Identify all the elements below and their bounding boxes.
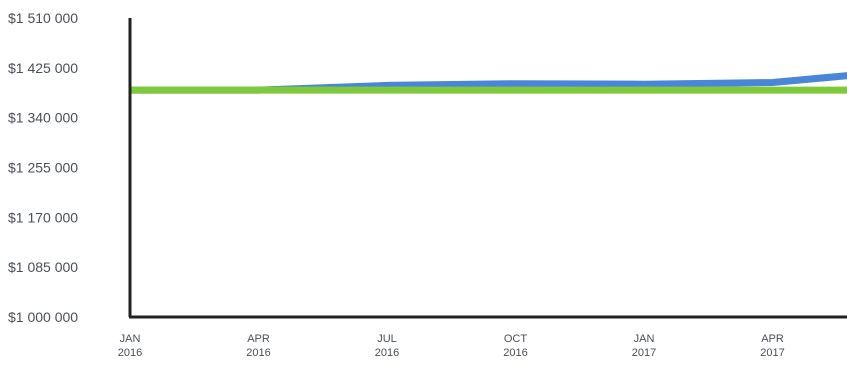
y-tick-label: $1 425 000 (8, 60, 78, 76)
x-tick-label-month: JUL (377, 333, 397, 345)
x-tick-label-month: APR (761, 333, 784, 345)
y-tick-label: $1 340 000 (8, 110, 78, 126)
x-tick-label-year: 2016 (503, 347, 527, 359)
x-tick-label-year: 2016 (375, 347, 399, 359)
x-tick-label-year: 2017 (760, 347, 784, 359)
x-tick-label-year: 2016 (246, 347, 270, 359)
y-tick-label: $1 510 000 (8, 10, 78, 26)
y-tick-label: $1 000 000 (8, 309, 78, 325)
y-tick-label: $1 170 000 (8, 209, 78, 225)
x-tick-label-month: OCT (504, 333, 528, 345)
x-tick-label-year: 2016 (118, 347, 142, 359)
y-axis-ticks: $1 000 000 $1 085 000 $1 170 000 $1 255 000… (8, 10, 78, 325)
x-tick-label-year: 2017 (632, 347, 656, 359)
x-tick-label-month: JAN (120, 333, 141, 345)
x-tick-label-month: JAN (634, 333, 655, 345)
y-tick-label: $1 085 000 (8, 259, 78, 275)
y-tick-label: $1 255 000 (8, 160, 78, 176)
x-axis-ticks: JAN 2016 APR 2016 JUL 2016 OCT 2016 JAN 2017 APR 20… (118, 333, 785, 359)
x-tick-label-month: APR (247, 333, 270, 345)
series-layer (130, 72, 847, 94)
